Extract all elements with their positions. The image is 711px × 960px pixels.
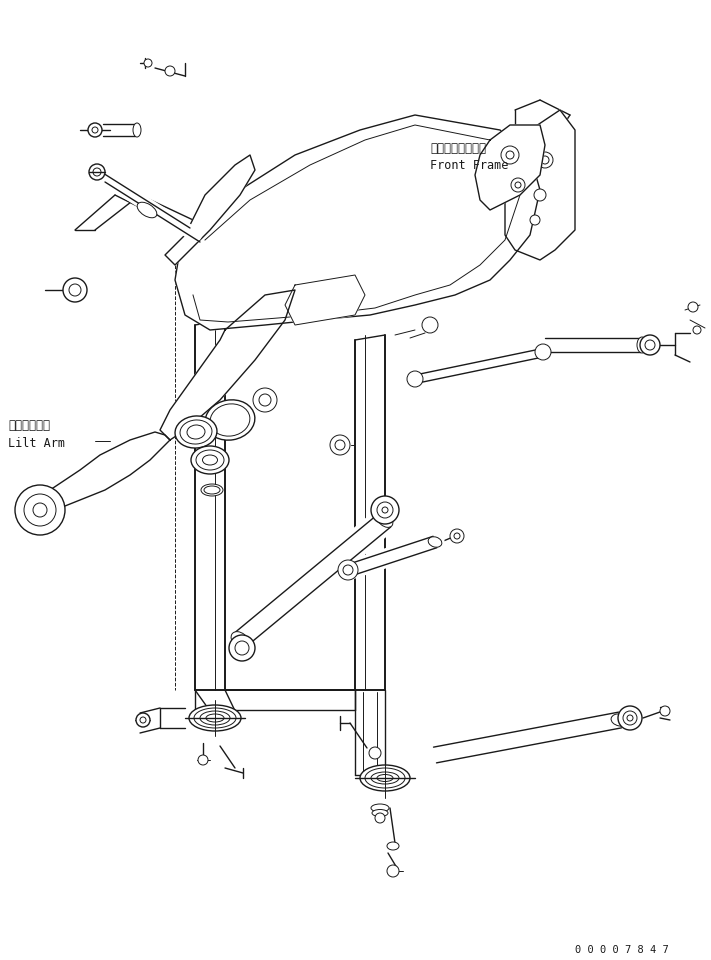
Circle shape: [136, 713, 150, 727]
Circle shape: [623, 711, 637, 725]
Text: リフトアーム: リフトアーム: [8, 419, 50, 432]
Circle shape: [89, 164, 105, 180]
Circle shape: [541, 156, 549, 164]
Circle shape: [506, 151, 514, 159]
Circle shape: [407, 371, 423, 387]
Circle shape: [534, 189, 546, 201]
Ellipse shape: [180, 420, 212, 444]
Circle shape: [140, 717, 146, 723]
Text: フロントフレーム: フロントフレーム: [430, 142, 486, 155]
Ellipse shape: [371, 772, 399, 784]
Circle shape: [371, 496, 399, 524]
Circle shape: [92, 127, 98, 133]
Ellipse shape: [428, 537, 442, 547]
Circle shape: [537, 152, 553, 168]
Circle shape: [450, 529, 464, 543]
Circle shape: [387, 865, 399, 877]
Ellipse shape: [187, 425, 205, 439]
Ellipse shape: [377, 775, 393, 781]
Circle shape: [515, 182, 521, 188]
Circle shape: [93, 168, 101, 176]
Polygon shape: [165, 155, 255, 265]
Ellipse shape: [194, 708, 236, 728]
Circle shape: [660, 706, 670, 716]
Ellipse shape: [196, 450, 224, 470]
Circle shape: [259, 394, 271, 406]
Ellipse shape: [611, 714, 629, 726]
Polygon shape: [160, 290, 295, 440]
Ellipse shape: [637, 337, 647, 353]
Circle shape: [454, 533, 460, 539]
Circle shape: [165, 66, 175, 76]
Circle shape: [627, 715, 633, 721]
Circle shape: [382, 507, 388, 513]
Ellipse shape: [210, 404, 250, 436]
Text: 0 0 0 0 7 8 4 7: 0 0 0 0 7 8 4 7: [575, 945, 669, 955]
Circle shape: [645, 340, 655, 350]
Polygon shape: [505, 110, 575, 260]
Ellipse shape: [175, 416, 217, 448]
Ellipse shape: [204, 486, 220, 494]
Ellipse shape: [200, 711, 230, 725]
Circle shape: [338, 560, 358, 580]
Ellipse shape: [206, 714, 224, 722]
Ellipse shape: [377, 513, 393, 527]
Ellipse shape: [371, 804, 389, 812]
Polygon shape: [475, 125, 545, 210]
Circle shape: [335, 440, 345, 450]
Circle shape: [15, 485, 65, 535]
Circle shape: [69, 284, 81, 296]
Ellipse shape: [365, 768, 405, 788]
Circle shape: [501, 146, 519, 164]
Circle shape: [688, 302, 698, 312]
Polygon shape: [35, 432, 170, 510]
Ellipse shape: [372, 809, 388, 817]
Circle shape: [375, 813, 385, 823]
Circle shape: [229, 635, 255, 661]
Polygon shape: [285, 275, 365, 325]
Circle shape: [693, 326, 701, 334]
Circle shape: [198, 755, 208, 765]
Ellipse shape: [360, 765, 410, 791]
Ellipse shape: [133, 123, 141, 137]
Text: Front Frame: Front Frame: [430, 159, 508, 172]
Ellipse shape: [205, 399, 255, 441]
Circle shape: [535, 344, 551, 360]
Circle shape: [640, 335, 660, 355]
Circle shape: [235, 641, 249, 655]
Ellipse shape: [189, 705, 241, 731]
Circle shape: [63, 278, 87, 302]
Circle shape: [511, 178, 525, 192]
Ellipse shape: [201, 484, 223, 496]
Circle shape: [343, 565, 353, 575]
Circle shape: [330, 435, 350, 455]
Circle shape: [422, 317, 438, 333]
Circle shape: [530, 215, 540, 225]
Circle shape: [24, 494, 56, 526]
Text: Lilt Arm: Lilt Arm: [8, 437, 65, 450]
Circle shape: [377, 502, 393, 518]
Circle shape: [618, 706, 642, 730]
Circle shape: [369, 747, 381, 759]
Ellipse shape: [203, 455, 218, 465]
Circle shape: [88, 123, 102, 137]
Ellipse shape: [387, 842, 399, 850]
Ellipse shape: [231, 632, 249, 648]
Polygon shape: [175, 115, 540, 330]
Ellipse shape: [137, 203, 157, 218]
Circle shape: [144, 59, 152, 67]
Ellipse shape: [191, 446, 229, 474]
Circle shape: [253, 388, 277, 412]
Circle shape: [33, 503, 47, 517]
